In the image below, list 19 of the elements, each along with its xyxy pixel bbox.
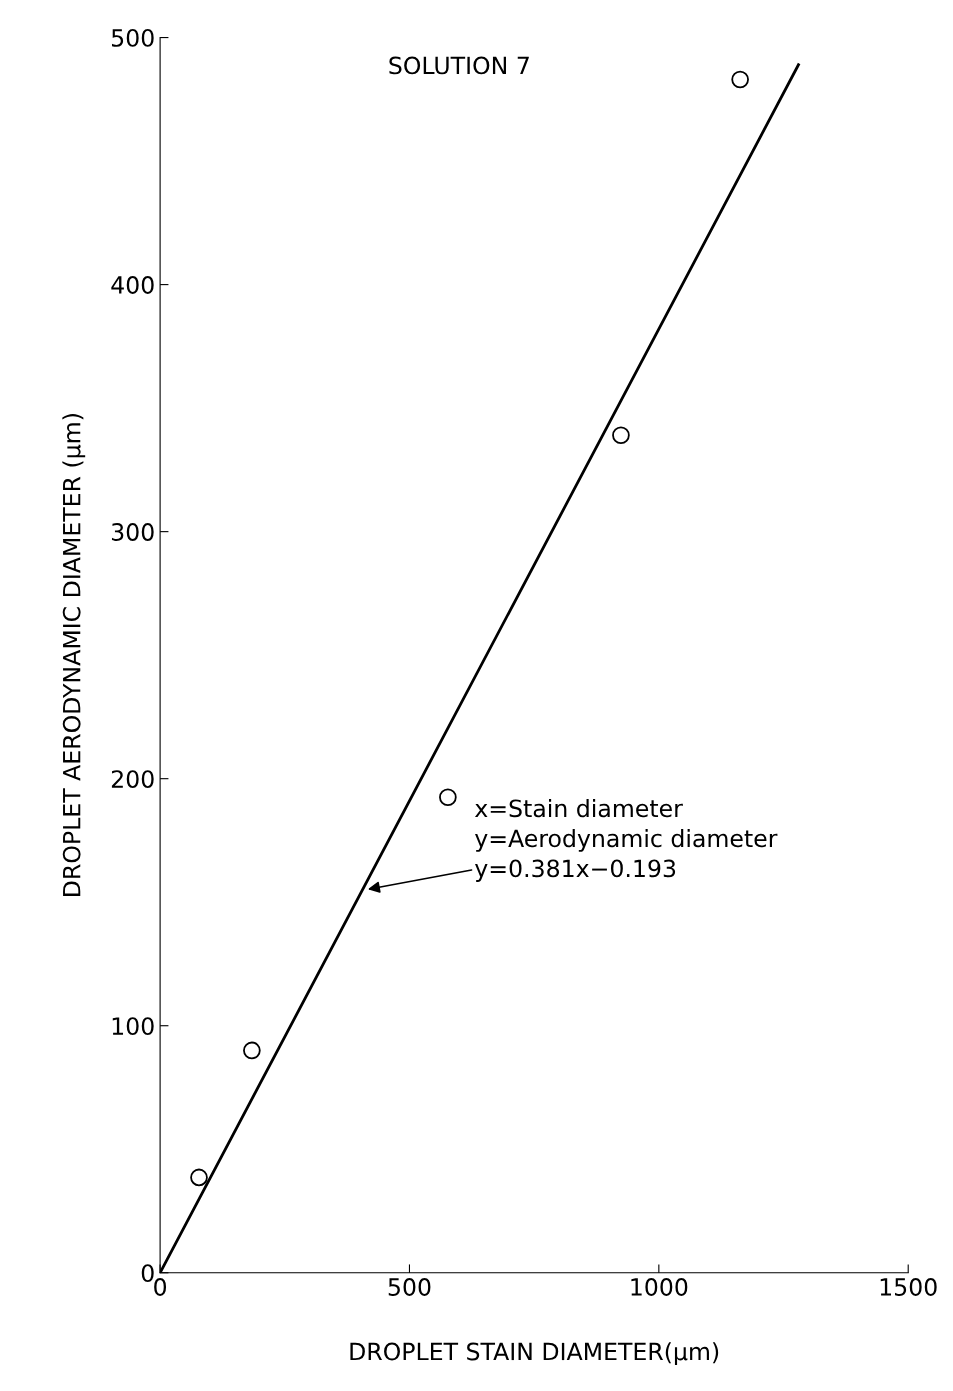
y-tick-label: 100 [112,1017,154,1036]
x-tick-label: 0 [154,1278,167,1296]
annotation: x=Stain diameter y=Aerodynamic diameter y=0.381x−0.193 [474,798,778,882]
point [439,788,457,807]
point [731,70,749,89]
x-tick-label: 500 [388,1278,431,1296]
y-tick-label: 300 [111,523,154,541]
point [612,426,630,445]
y-axis-title: DROPLET AERODYNAMIC DIAMETER (µm) [62,414,86,896]
x-tick-label: 1000 [631,1278,688,1296]
x-axis-title: DROPLET STAIN DIAMETER(µm) [350,1342,719,1365]
x-tick-label: 1500 [880,1278,937,1296]
point [190,1168,208,1187]
y-tick-label: 500 [112,29,154,47]
point [243,1041,261,1060]
y-tick-label: 0 [141,1264,154,1283]
y-tick-label: 200 [111,770,154,788]
y-tick-label: 400 [111,276,154,294]
text: SOLUTION 7 [389,56,529,75]
